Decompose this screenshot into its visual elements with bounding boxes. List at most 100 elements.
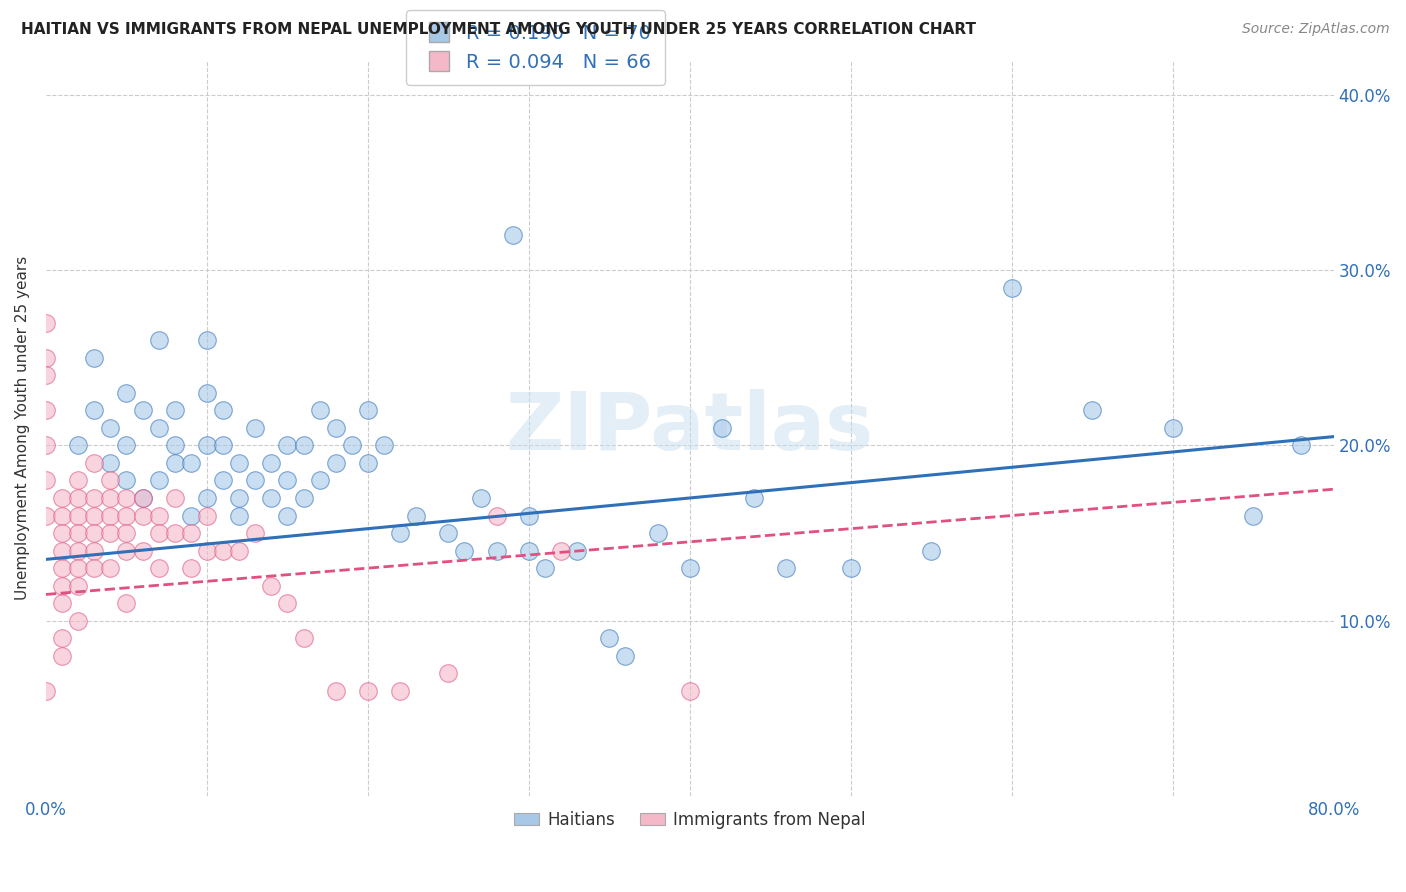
Point: [131, 403, 153, 417]
Point: [180, 561, 202, 575]
Point: [131, 543, 153, 558]
Point: [195, 385, 218, 400]
Point: [437, 526, 460, 541]
Point: [163, 491, 186, 505]
Point: [292, 491, 315, 505]
Point: [228, 543, 250, 558]
Point: [180, 526, 202, 541]
Point: [83, 508, 105, 523]
Point: [195, 543, 218, 558]
Point: [115, 596, 138, 610]
Point: [325, 456, 347, 470]
Point: [502, 227, 524, 242]
Point: [212, 403, 235, 417]
Point: [1241, 508, 1264, 523]
Point: [83, 403, 105, 417]
Point: [920, 543, 942, 558]
Point: [148, 508, 170, 523]
Point: [67, 526, 90, 541]
Point: [35, 508, 58, 523]
Point: [115, 385, 138, 400]
Point: [163, 456, 186, 470]
Point: [276, 438, 298, 452]
Point: [67, 508, 90, 523]
Point: [115, 543, 138, 558]
Point: [212, 474, 235, 488]
Text: ZIPatlas: ZIPatlas: [506, 389, 875, 467]
Point: [67, 543, 90, 558]
Point: [308, 474, 330, 488]
Point: [51, 561, 73, 575]
Point: [98, 526, 121, 541]
Point: [163, 403, 186, 417]
Point: [115, 508, 138, 523]
Point: [485, 543, 508, 558]
Point: [534, 561, 557, 575]
Point: [35, 351, 58, 365]
Point: [1001, 280, 1024, 294]
Point: [775, 561, 797, 575]
Point: [67, 579, 90, 593]
Point: [115, 491, 138, 505]
Point: [115, 474, 138, 488]
Point: [35, 684, 58, 698]
Point: [679, 561, 702, 575]
Point: [517, 508, 540, 523]
Point: [51, 579, 73, 593]
Point: [195, 333, 218, 347]
Point: [260, 579, 283, 593]
Point: [614, 648, 637, 663]
Point: [245, 421, 267, 435]
Point: [357, 403, 380, 417]
Point: [51, 508, 73, 523]
Point: [83, 543, 105, 558]
Point: [245, 474, 267, 488]
Point: [373, 438, 395, 452]
Point: [1161, 421, 1184, 435]
Point: [35, 403, 58, 417]
Point: [485, 508, 508, 523]
Point: [565, 543, 588, 558]
Point: [83, 351, 105, 365]
Point: [180, 456, 202, 470]
Point: [67, 474, 90, 488]
Point: [308, 403, 330, 417]
Point: [83, 491, 105, 505]
Point: [325, 684, 347, 698]
Point: [195, 508, 218, 523]
Point: [67, 614, 90, 628]
Point: [51, 543, 73, 558]
Point: [340, 438, 363, 452]
Point: [212, 438, 235, 452]
Point: [98, 491, 121, 505]
Point: [51, 491, 73, 505]
Point: [35, 438, 58, 452]
Point: [148, 333, 170, 347]
Point: [163, 526, 186, 541]
Point: [839, 561, 862, 575]
Point: [163, 438, 186, 452]
Y-axis label: Unemployment Among Youth under 25 years: Unemployment Among Youth under 25 years: [15, 256, 30, 600]
Point: [212, 543, 235, 558]
Point: [131, 491, 153, 505]
Point: [405, 508, 427, 523]
Point: [711, 421, 734, 435]
Point: [51, 526, 73, 541]
Point: [148, 561, 170, 575]
Point: [83, 526, 105, 541]
Point: [228, 508, 250, 523]
Point: [148, 474, 170, 488]
Point: [389, 684, 412, 698]
Point: [679, 684, 702, 698]
Point: [357, 684, 380, 698]
Point: [67, 491, 90, 505]
Point: [148, 421, 170, 435]
Point: [148, 526, 170, 541]
Point: [131, 491, 153, 505]
Point: [517, 543, 540, 558]
Point: [228, 491, 250, 505]
Point: [292, 632, 315, 646]
Legend: Haitians, Immigrants from Nepal: Haitians, Immigrants from Nepal: [508, 805, 873, 836]
Point: [51, 596, 73, 610]
Point: [35, 368, 58, 383]
